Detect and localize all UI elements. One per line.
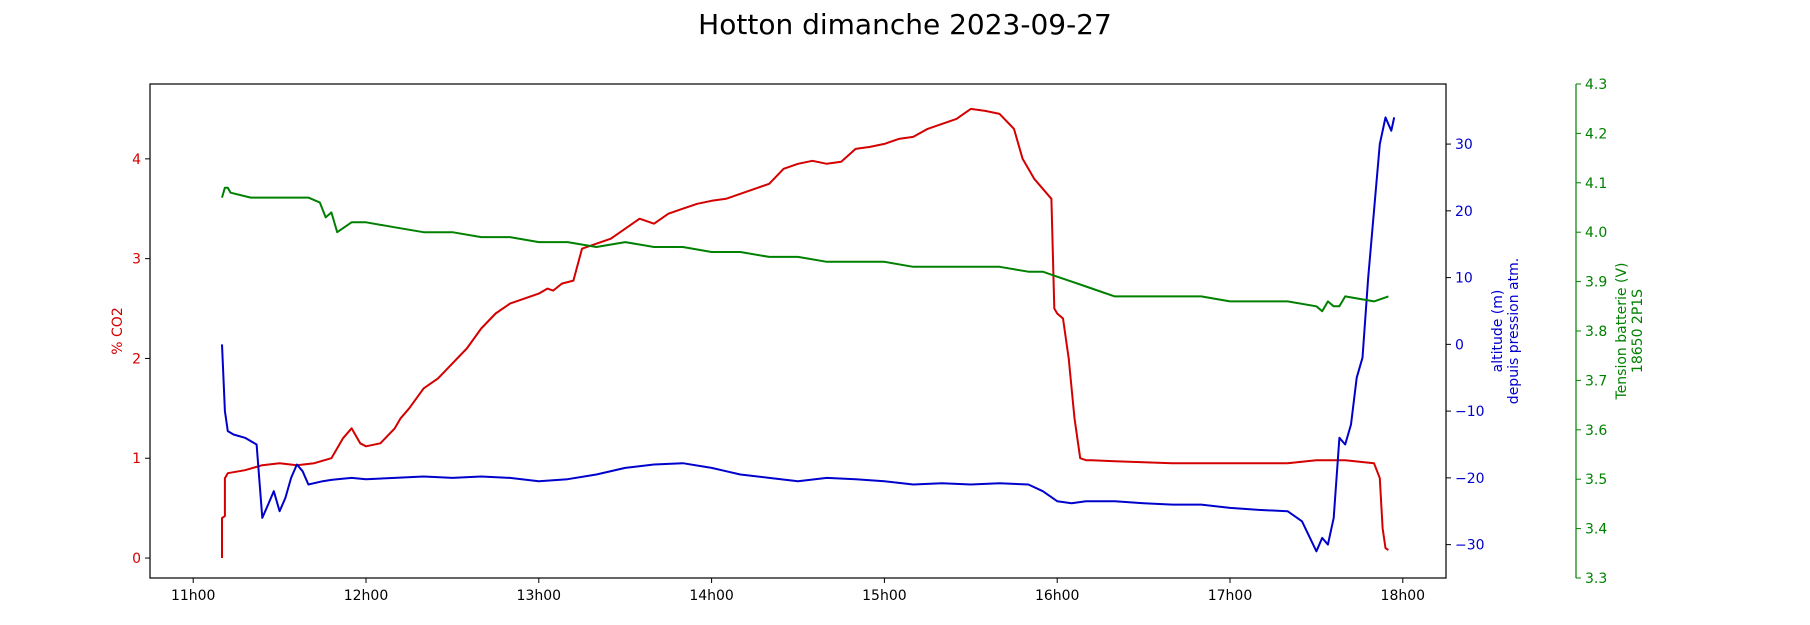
voltage-tick-label: 3.6	[1585, 423, 1607, 439]
voltage-tick: 3.3	[1576, 571, 1607, 587]
series-line-altitude	[221, 116, 1396, 553]
altitude-tick: 10	[1446, 271, 1473, 287]
co2-tick-label: 0	[132, 551, 141, 567]
co2-tick-label: 2	[132, 351, 141, 367]
x-tick-label: 14h00	[689, 588, 734, 604]
plot-area	[221, 107, 1396, 558]
y-axis-co2: 0 1 2 3 4 % CO2	[110, 152, 150, 567]
voltage-tick: 4.1	[1576, 176, 1607, 192]
x-tick: 13h00	[517, 578, 562, 604]
x-tick: 16h00	[1035, 578, 1080, 604]
co2-axis-label: % CO2	[110, 307, 126, 354]
x-tick-label: 11h00	[171, 588, 216, 604]
series-line-co2	[221, 107, 1389, 558]
altitude-tick-label: 30	[1455, 137, 1473, 153]
x-tick-label: 15h00	[862, 588, 907, 604]
co2-tick: 2	[132, 351, 150, 367]
altitude-tick-label: −20	[1455, 471, 1485, 487]
voltage-tick-label: 3.8	[1585, 324, 1607, 340]
co2-tick: 0	[132, 551, 150, 567]
altitude-tick-label: 10	[1455, 271, 1473, 287]
co2-tick-label: 4	[132, 152, 141, 168]
voltage-tick: 3.5	[1576, 472, 1607, 488]
altitude-tick: −20	[1446, 471, 1485, 487]
altitude-axis-label: altitude (m)depuis pression atm.	[1490, 258, 1522, 404]
co2-tick-label: 3	[132, 252, 141, 268]
x-tick-label: 13h00	[517, 588, 562, 604]
altitude-tick: −30	[1446, 538, 1485, 554]
altitude-tick: −10	[1446, 404, 1485, 420]
voltage-tick-label: 4.2	[1585, 126, 1607, 142]
x-tick-label: 12h00	[344, 588, 389, 604]
x-tick-label: 18h00	[1381, 588, 1426, 604]
voltage-tick: 3.4	[1576, 522, 1607, 538]
x-tick: 11h00	[171, 578, 216, 604]
voltage-tick-label: 3.7	[1585, 373, 1607, 389]
co2-tick: 4	[132, 152, 150, 168]
voltage-axis-label: Tension batterie (V)18650 2P1S	[1614, 263, 1646, 401]
voltage-tick-label: 3.9	[1585, 275, 1607, 291]
x-tick: 17h00	[1208, 578, 1253, 604]
co2-tick-label: 1	[132, 451, 141, 467]
altitude-tick: 30	[1446, 137, 1473, 153]
voltage-tick: 3.6	[1576, 423, 1607, 439]
x-tick: 12h00	[344, 578, 389, 604]
voltage-tick: 3.9	[1576, 275, 1607, 291]
y-axis-voltage: 3.3 3.4 3.5 3.6 3.7 3.8 3.9 4.0 4.1 4.2 4.3 Tension…	[1575, 77, 1646, 587]
voltage-tick-label: 4.3	[1585, 77, 1607, 93]
x-axis: 11h00 12h00 13h00 14h00 15h00 16h00 17h00 18h00	[171, 578, 1425, 604]
voltage-tick-label: 3.5	[1585, 472, 1607, 488]
voltage-tick-label: 3.4	[1585, 522, 1607, 538]
voltage-tick: 3.8	[1576, 324, 1607, 340]
altitude-tick: 0	[1446, 337, 1464, 353]
chart-title: Hotton dimanche 2023-09-27	[698, 8, 1112, 41]
co2-tick: 1	[132, 451, 150, 467]
altitude-tick-label: −10	[1455, 404, 1485, 420]
x-tick: 15h00	[862, 578, 907, 604]
altitude-tick-label: 0	[1455, 337, 1464, 353]
voltage-tick-label: 4.0	[1585, 225, 1607, 241]
y-axis-altitude: −30 −20 −10 0 10 20 30 altitude (m)depuis press…	[1446, 137, 1522, 554]
x-tick-label: 16h00	[1035, 588, 1080, 604]
co2-tick: 3	[132, 252, 150, 268]
x-tick-label: 17h00	[1208, 588, 1253, 604]
altitude-tick-label: 20	[1455, 204, 1473, 220]
x-tick: 14h00	[689, 578, 734, 604]
voltage-tick-label: 3.3	[1585, 571, 1607, 587]
series-line-voltage	[221, 186, 1389, 313]
voltage-tick: 4.2	[1576, 126, 1607, 142]
altitude-tick: 20	[1446, 204, 1473, 220]
voltage-tick: 4.3	[1576, 77, 1607, 93]
voltage-tick-label: 4.1	[1585, 176, 1607, 192]
voltage-tick: 4.0	[1576, 225, 1607, 241]
x-tick: 18h00	[1381, 578, 1426, 604]
voltage-tick: 3.7	[1576, 373, 1607, 389]
altitude-tick-label: −30	[1455, 538, 1485, 554]
plot-frame	[149, 83, 1447, 579]
